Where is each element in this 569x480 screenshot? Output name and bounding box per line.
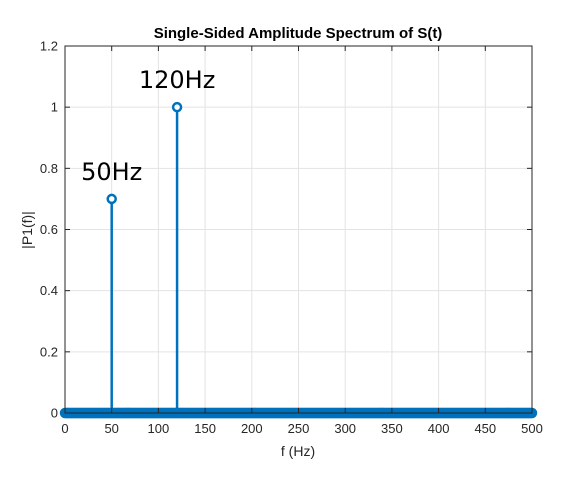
x-tick-label: 150 — [194, 421, 216, 436]
axes — [64, 45, 533, 414]
y-tick-label: 1.2 — [40, 39, 58, 54]
y-tick-label: 0.2 — [40, 344, 58, 359]
y-tick-label: 0 — [51, 406, 58, 421]
stem-marker — [106, 193, 117, 205]
x-tick-label: 200 — [241, 421, 263, 436]
peak-annotation: 120Hz — [139, 66, 215, 94]
x-tick-label: 100 — [148, 421, 170, 436]
chart-title: Single-Sided Amplitude Spectrum of S(t) — [154, 25, 443, 42]
x-tick-label: 300 — [334, 421, 356, 436]
peak-annotation: 50Hz — [81, 158, 142, 186]
annotations: 50Hz 120Hz — [81, 66, 215, 186]
data-stems — [106, 101, 183, 413]
x-tick-label: 500 — [521, 421, 543, 436]
x-tick-label: 50 — [104, 421, 118, 436]
y-tick-label: 0.8 — [40, 161, 58, 176]
x-tick-label: 350 — [381, 421, 403, 436]
y-tick-label: 1 — [51, 100, 58, 115]
x-tick-label: 400 — [428, 421, 450, 436]
y-tick-label: 0.6 — [40, 222, 58, 237]
stem-marker — [171, 101, 183, 113]
x-tick-label: 450 — [474, 421, 496, 436]
x-tick-label: 0 — [61, 421, 68, 436]
x-axis-label: f (Hz) — [281, 443, 315, 459]
y-axis-label: |P1(f)| — [19, 211, 35, 249]
y-tick-label: 0.4 — [40, 283, 58, 298]
tick-labels: 0 50 100 150 200 250 300 350 400 450 500 0 0.2 0.4 0.6… — [40, 39, 543, 437]
x-tick-label: 250 — [288, 421, 310, 436]
